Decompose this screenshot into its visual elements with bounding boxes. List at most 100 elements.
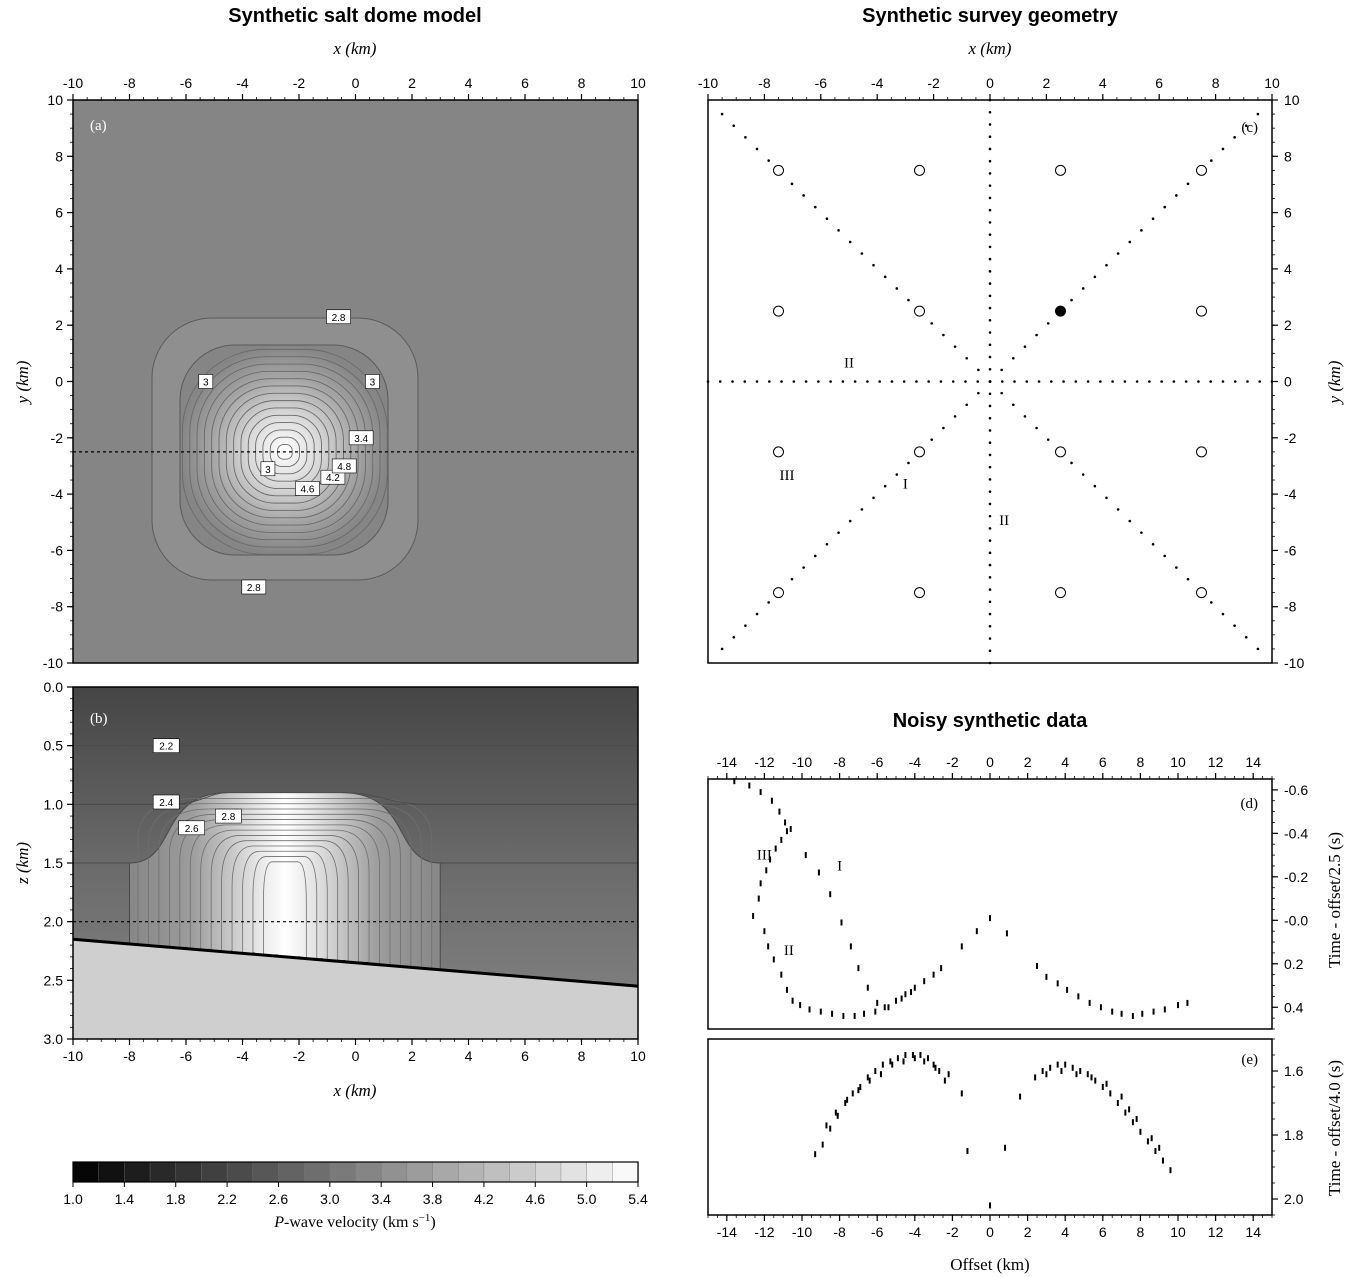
x-tick-label: -14 (717, 1224, 737, 1240)
y-tick-label: 0.4 (1284, 999, 1304, 1015)
y-tick-label: -10 (43, 655, 63, 671)
colorbar-label-italic: P (273, 1214, 284, 1231)
shot-point (1246, 380, 1249, 383)
dome-contour (221, 840, 349, 993)
shot-point (942, 426, 945, 430)
dome-contour (179, 344, 389, 556)
shot-point (837, 229, 840, 232)
shot-point (1128, 519, 1132, 523)
y-tick-label: 1.0 (44, 796, 64, 812)
shot-point (848, 519, 852, 523)
y-tick-label: 6 (55, 205, 63, 221)
colorbar-cell (175, 1161, 203, 1183)
left-title: Synthetic salt dome model (228, 5, 482, 27)
shot-point (1163, 554, 1167, 558)
x-tick-label: 6 (1099, 754, 1107, 770)
x-tick-label: 4 (1061, 1224, 1069, 1240)
colorbar-label: P-wave velocity (km s−1) (273, 1212, 435, 1231)
shot-point (988, 294, 992, 298)
contour-label-box (198, 374, 214, 389)
x-tick-label: 2 (1024, 1224, 1032, 1240)
colorbar-cell (458, 1161, 485, 1183)
colorbar-cell (226, 1161, 254, 1183)
shot-point (1081, 287, 1085, 290)
shot-point (988, 392, 992, 396)
panel-e-points (814, 1052, 1172, 1209)
x-tick-label: 6 (1155, 75, 1163, 91)
shot-point (988, 233, 992, 236)
shot-point (1128, 240, 1132, 244)
panel-b-ylabel: z (km) (13, 842, 32, 885)
y-tick-label: -10 (1284, 655, 1304, 671)
y-tick-label: -4 (51, 486, 64, 502)
shot-point (1210, 159, 1213, 162)
shot-point (1221, 612, 1225, 616)
x-tick-label: 4 (465, 75, 473, 91)
x-tick-label: -4 (871, 75, 884, 91)
shot-point (1011, 403, 1015, 407)
colorbar-label-text: -wave velocity (km s (284, 1214, 419, 1231)
receiver-marker (1196, 305, 1207, 317)
shot-point (1025, 380, 1029, 383)
shot-point (988, 465, 992, 469)
shot-point (1135, 380, 1139, 383)
colorbar-tick-label: 4.6 (526, 1191, 546, 1207)
shot-point (988, 624, 992, 628)
shot-point (792, 380, 796, 383)
dome-contour (233, 400, 337, 504)
shot-point (988, 123, 992, 126)
branch-label: III (757, 847, 772, 863)
panel-d-label: (d) (1241, 796, 1259, 812)
shot-point (1093, 484, 1097, 488)
shot-point (988, 490, 992, 493)
colorbar-tick-label: 3.0 (320, 1191, 340, 1207)
colorbar-tick-label: 4.2 (474, 1191, 494, 1207)
x-tick-label: -6 (871, 754, 884, 770)
y-tick-label: 8 (55, 148, 63, 164)
shot-point (848, 240, 852, 244)
shot-point (988, 367, 992, 371)
shot-point (825, 542, 829, 546)
shot-point (767, 601, 770, 604)
shot-point (1099, 380, 1102, 383)
x-tick-label: 10 (1170, 1224, 1186, 1240)
y-tick-label: -6 (51, 542, 64, 558)
shot-point (895, 473, 899, 476)
shot-point (1011, 356, 1015, 360)
receiver-marker (914, 164, 925, 176)
x-tick-label: -10 (698, 75, 718, 91)
shot-point (813, 554, 817, 558)
shot-point (953, 345, 957, 348)
x-tick-label: 10 (1264, 75, 1280, 91)
y-tick-label: 6 (1284, 205, 1292, 221)
contour-label: 4.2 (326, 473, 340, 484)
shot-point (988, 404, 992, 408)
shot-point (988, 245, 992, 249)
contour-label: 4.6 (301, 484, 315, 495)
shot-point (1258, 380, 1262, 383)
shot-point (977, 391, 980, 395)
shot-point (1184, 380, 1188, 383)
x-tick-label: -8 (833, 1224, 846, 1240)
x-tick-label: 6 (1099, 1224, 1107, 1240)
shot-point (988, 502, 992, 506)
shot-point (1151, 217, 1155, 221)
right-top-title: Synthetic survey geometry (862, 5, 1118, 27)
receiver-marker (773, 305, 784, 317)
x-tick-label: 8 (1212, 75, 1220, 91)
x-tick-label: -14 (717, 754, 737, 770)
panel-c-xlabel: x (km) (968, 39, 1012, 58)
shot-point (804, 380, 808, 383)
colorbar-cell (149, 1161, 177, 1183)
x-tick-label: 4 (1099, 75, 1107, 91)
y-tick-label: 2.0 (44, 914, 64, 930)
shot-point (1086, 380, 1090, 383)
y-tick-label: -0.0 (1284, 912, 1308, 928)
contour-label-box (365, 374, 380, 389)
shot-point (977, 368, 980, 372)
x-tick-label: -10 (63, 75, 83, 91)
shot-point (988, 478, 992, 481)
colorbar-tick-label: 3.8 (423, 1191, 443, 1207)
x-tick-label: 12 (1208, 1224, 1224, 1240)
